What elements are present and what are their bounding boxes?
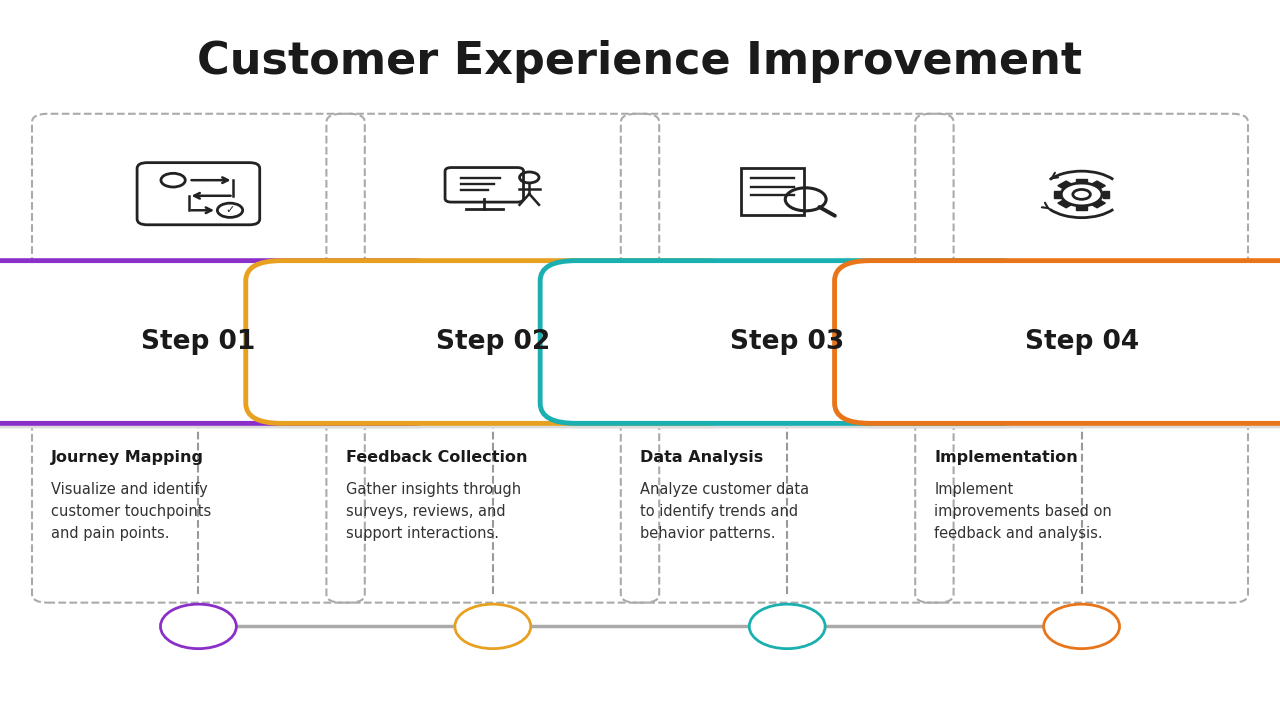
Circle shape — [218, 203, 243, 217]
Polygon shape — [1092, 181, 1106, 189]
Polygon shape — [1102, 191, 1110, 198]
FancyBboxPatch shape — [540, 261, 1034, 423]
Polygon shape — [1057, 200, 1071, 208]
Polygon shape — [1075, 179, 1088, 183]
Text: Journey Mapping: Journey Mapping — [51, 450, 205, 465]
Polygon shape — [1092, 200, 1106, 208]
Polygon shape — [1057, 181, 1071, 189]
Text: Step 02: Step 02 — [435, 329, 550, 355]
Text: Customer Experience Improvement: Customer Experience Improvement — [197, 40, 1083, 83]
Text: Analyze customer data
to identify trends and
behavior patterns.: Analyze customer data to identify trends… — [640, 482, 809, 541]
Circle shape — [163, 606, 234, 647]
FancyBboxPatch shape — [545, 266, 1039, 428]
Text: Gather insights through
surveys, reviews, and
support interactions.: Gather insights through surveys, reviews… — [346, 482, 521, 541]
Circle shape — [1046, 606, 1117, 647]
Text: Feedback Collection: Feedback Collection — [346, 450, 527, 465]
FancyBboxPatch shape — [0, 266, 451, 428]
Text: Data Analysis: Data Analysis — [640, 450, 763, 465]
FancyBboxPatch shape — [246, 261, 740, 423]
Polygon shape — [1075, 206, 1088, 210]
Text: Visualize and identify
customer touchpoints
and pain points.: Visualize and identify customer touchpoi… — [51, 482, 211, 541]
Text: Implement
improvements based on
feedback and analysis.: Implement improvements based on feedback… — [934, 482, 1112, 541]
Text: Implementation: Implementation — [934, 450, 1078, 465]
Polygon shape — [1053, 191, 1061, 198]
Text: ✓: ✓ — [225, 205, 234, 215]
Text: Step 01: Step 01 — [141, 329, 256, 355]
Circle shape — [457, 606, 529, 647]
Text: Step 04: Step 04 — [1024, 329, 1139, 355]
Circle shape — [751, 606, 823, 647]
FancyBboxPatch shape — [840, 266, 1280, 428]
Text: Step 03: Step 03 — [730, 329, 845, 355]
FancyBboxPatch shape — [835, 261, 1280, 423]
FancyBboxPatch shape — [0, 261, 445, 423]
FancyBboxPatch shape — [251, 266, 745, 428]
